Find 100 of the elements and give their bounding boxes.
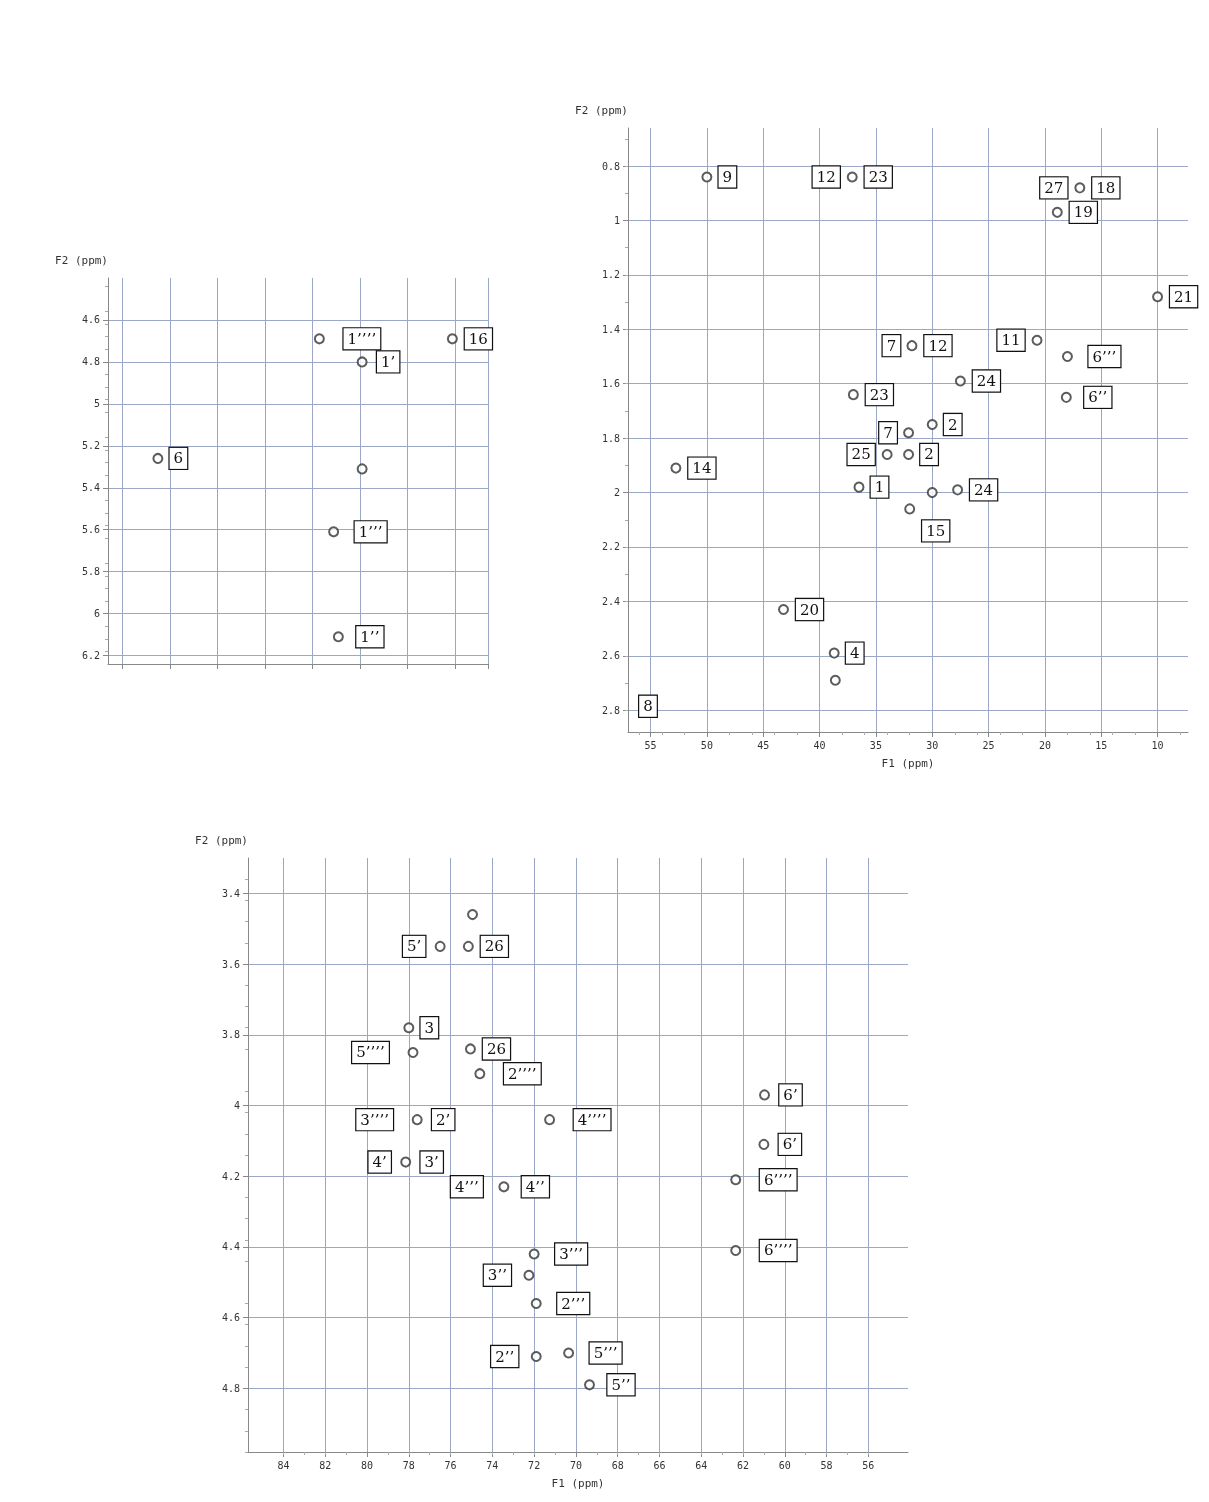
annotation: 12	[816, 167, 836, 186]
annotation: 3’’’	[559, 1245, 584, 1263]
point	[446, 333, 458, 345]
point	[530, 1351, 542, 1363]
y-tick-label: 3.8	[221, 1029, 240, 1041]
point	[328, 526, 340, 538]
y-tick-label: 5.4	[81, 482, 100, 494]
point	[903, 448, 915, 460]
annotation: 4’’’’	[577, 1110, 607, 1129]
y-tick-label: 2.6	[601, 650, 620, 662]
annotation: 20	[799, 600, 820, 619]
y-tick-label: 2.8	[601, 704, 620, 716]
y-tick-label: 3.6	[221, 958, 240, 970]
annotation: 9	[722, 167, 733, 186]
y-tick-label: 4.8	[221, 1382, 240, 1394]
x-tick-label: 70	[569, 1459, 582, 1471]
x-axis-title: F1 (ppm)	[881, 757, 935, 770]
annotation: 2’’’	[561, 1294, 586, 1313]
point	[954, 375, 966, 387]
point	[332, 631, 344, 643]
y-tick-label: 1.6	[601, 378, 620, 390]
annotation: 1	[874, 478, 885, 497]
annotation: 24	[974, 480, 994, 499]
x-tick-label: 56	[862, 1459, 875, 1471]
y-tick-label: 6	[93, 608, 100, 620]
annotation: 18	[1096, 178, 1116, 197]
point	[906, 340, 918, 352]
point	[313, 333, 325, 345]
point	[1031, 334, 1043, 346]
annotation: 2’’	[495, 1347, 515, 1366]
x-axis-title: F1 (ppm)	[551, 1477, 605, 1490]
annotation: 6’	[783, 1085, 798, 1104]
annotation: 6’’’	[1092, 347, 1117, 366]
y-tick-label: 0.8	[601, 160, 620, 172]
point	[926, 419, 938, 431]
point	[828, 647, 840, 659]
x-tick-label: 66	[653, 1459, 666, 1471]
point	[1060, 391, 1072, 403]
annotation: 26	[486, 1039, 506, 1058]
point	[778, 604, 789, 616]
point	[1152, 291, 1164, 303]
point	[1061, 351, 1073, 363]
point	[474, 1068, 486, 1080]
y-tick-label: 2.4	[601, 595, 620, 607]
y-tick-label: 1.4	[601, 323, 620, 335]
y-tick-label: 2.2	[601, 541, 620, 553]
annotation: 4’’’	[454, 1177, 479, 1196]
annotation: 5’’’	[593, 1344, 618, 1362]
x-tick-label: 55	[644, 739, 657, 751]
y-tick-label: 4	[233, 1100, 240, 1111]
annotation: 6’’’’	[763, 1170, 793, 1189]
point	[903, 427, 915, 439]
point	[758, 1138, 770, 1150]
point	[400, 1156, 412, 1168]
annotation: 1’’	[360, 627, 380, 646]
annotation: 1’’’’	[347, 329, 377, 348]
point	[152, 452, 164, 464]
x-tick-label: 78	[402, 1459, 415, 1471]
x-tick-label: 30	[926, 739, 939, 751]
x-tick-label: 74	[486, 1459, 499, 1471]
y-tick-label: 4.2	[221, 1170, 240, 1182]
x-tick-label: 15	[1095, 739, 1108, 751]
y-tick-label: 5.2	[81, 440, 100, 452]
point	[759, 1089, 771, 1101]
annotation: 23	[868, 167, 888, 186]
point	[498, 1181, 510, 1193]
point	[829, 674, 841, 686]
point	[356, 463, 368, 475]
point	[530, 1298, 542, 1309]
point	[926, 487, 938, 499]
annotation: 6’’’’	[763, 1241, 793, 1260]
x-tick-label: 72	[528, 1459, 541, 1471]
x-tick-label: 82	[319, 1459, 332, 1471]
x-tick-label: 80	[361, 1459, 374, 1471]
annotation: 5’’’’	[356, 1043, 385, 1062]
point	[462, 940, 474, 952]
x-tick-label: 25	[982, 739, 995, 751]
point	[853, 481, 865, 493]
annotation: 2	[947, 415, 958, 434]
y-tick-label: 6.2	[81, 650, 100, 662]
y-axis-title: F2 (ppm)	[55, 254, 108, 267]
point	[467, 909, 479, 921]
annotation: 5’	[407, 937, 422, 956]
annotation: 2	[924, 445, 934, 464]
x-tick-label: 40	[813, 739, 826, 751]
y-tick-label: 1.2	[601, 269, 620, 281]
y-tick-label: 4.4	[221, 1241, 240, 1253]
y-tick-label: 1.8	[601, 432, 620, 444]
annotation: 3’	[424, 1153, 439, 1172]
annotation: 25	[851, 445, 871, 464]
annotation: 7	[883, 423, 893, 442]
annotation: 11	[1001, 331, 1021, 350]
y-axis-title: F2 (ppm)	[575, 104, 628, 117]
annotation: 1’	[380, 352, 396, 371]
point	[411, 1114, 423, 1126]
annotation: 16	[468, 329, 488, 348]
point	[434, 940, 446, 952]
x-tick-label: 50	[700, 739, 713, 751]
point	[730, 1244, 742, 1256]
annotation: 21	[1174, 287, 1194, 306]
